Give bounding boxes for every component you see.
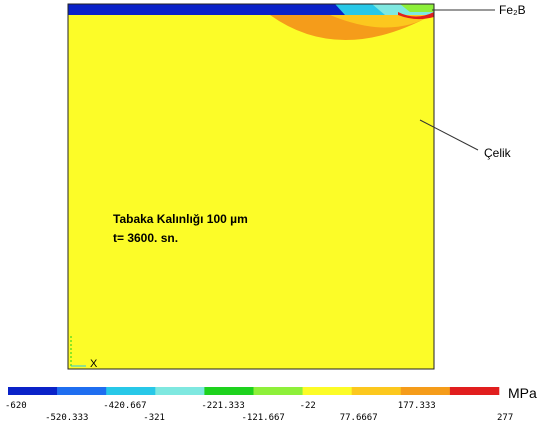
legend-tick-label: 177.333	[398, 401, 436, 411]
time-text: t= 3600. sn.	[113, 231, 178, 245]
layer-thickness-text: Tabaka Kalınlığı 100 µm	[113, 212, 248, 226]
stress-zone-orange-inner	[330, 15, 432, 28]
color-legend: -620 -420.667 -221.333 -22 177.333 -520.333 -3…	[5, 387, 513, 423]
celik-label: Çelik	[484, 146, 512, 160]
legend-tick-label: -420.667	[103, 401, 146, 411]
legend-swatch	[253, 387, 303, 395]
axis-triad: X	[70, 336, 98, 370]
coating-gradient-green	[400, 4, 434, 12]
legend-swatch	[8, 387, 58, 395]
legend-tick-label: -620	[5, 401, 27, 411]
legend-swatch	[351, 387, 402, 395]
legend-swatch	[400, 387, 451, 395]
legend-tick-label: -22	[300, 401, 316, 411]
legend-swatch	[302, 387, 352, 395]
axis-x-label: X	[90, 358, 98, 370]
legend-swatch	[449, 387, 500, 395]
legend-unit: MPa	[508, 385, 537, 401]
fe2b-layer	[68, 4, 434, 15]
celik-leader-line	[419, 119, 479, 151]
legend-swatch	[204, 387, 254, 395]
legend-tick-label: 77.6667	[340, 413, 378, 423]
fe2b-label: Fe₂B	[499, 3, 526, 17]
coating-corner-red	[398, 12, 434, 20]
legend-swatch	[57, 387, 107, 395]
legend-swatch	[106, 387, 156, 395]
legend-tick-label: 277	[497, 413, 513, 423]
steel-domain	[67, 3, 435, 370]
legend-tick-label: -321	[143, 413, 165, 423]
legend-tick-label: -121.667	[242, 413, 285, 423]
legend-tick-label: -520.333	[45, 413, 88, 423]
legend-tick-label: -221.333	[201, 401, 244, 411]
legend-swatch	[155, 387, 205, 395]
